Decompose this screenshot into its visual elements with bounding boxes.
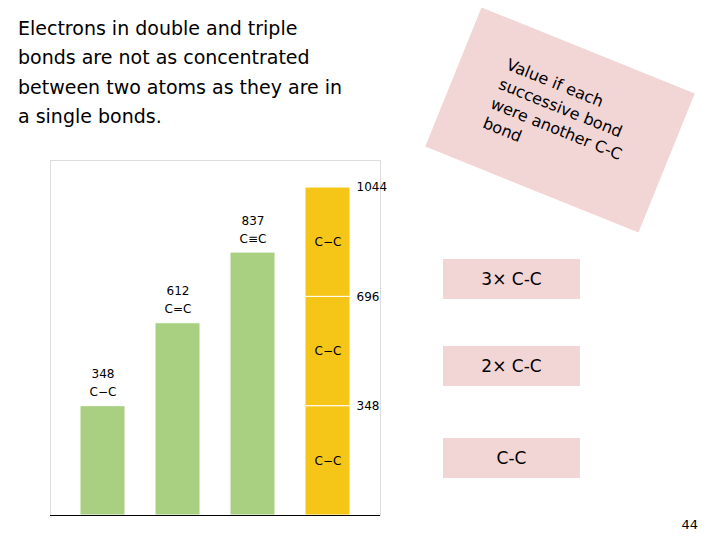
svg-text:C≡C: C≡C [240,232,267,246]
html-text:2× C-C: 2× C-C [481,356,542,376]
html-text:3× C-C: 3× C-C [481,269,542,289]
html-text:C-C: C-C [496,448,527,468]
svg-text:C−C: C−C [90,385,117,399]
svg-text:C=C: C=C [165,302,192,316]
html-text:Value if each successive bond: Value if each successive bond were anoth… [480,55,625,164]
svg-text:C−C: C−C [315,235,342,249]
html-text:Electrons in double and triple: Electrons in double and triple bonds are… [18,17,343,128]
svg-text:612: 612 [167,284,190,298]
svg-text:C−C: C−C [315,454,342,468]
svg-text:1044: 1044 [357,180,388,194]
svg-text:696: 696 [357,290,380,304]
html-text:44: 44 [681,517,698,532]
svg-text:C−C: C−C [315,344,342,358]
svg-text:837: 837 [242,214,265,228]
svg-text:348: 348 [357,399,380,413]
svg-text:348: 348 [92,367,115,381]
